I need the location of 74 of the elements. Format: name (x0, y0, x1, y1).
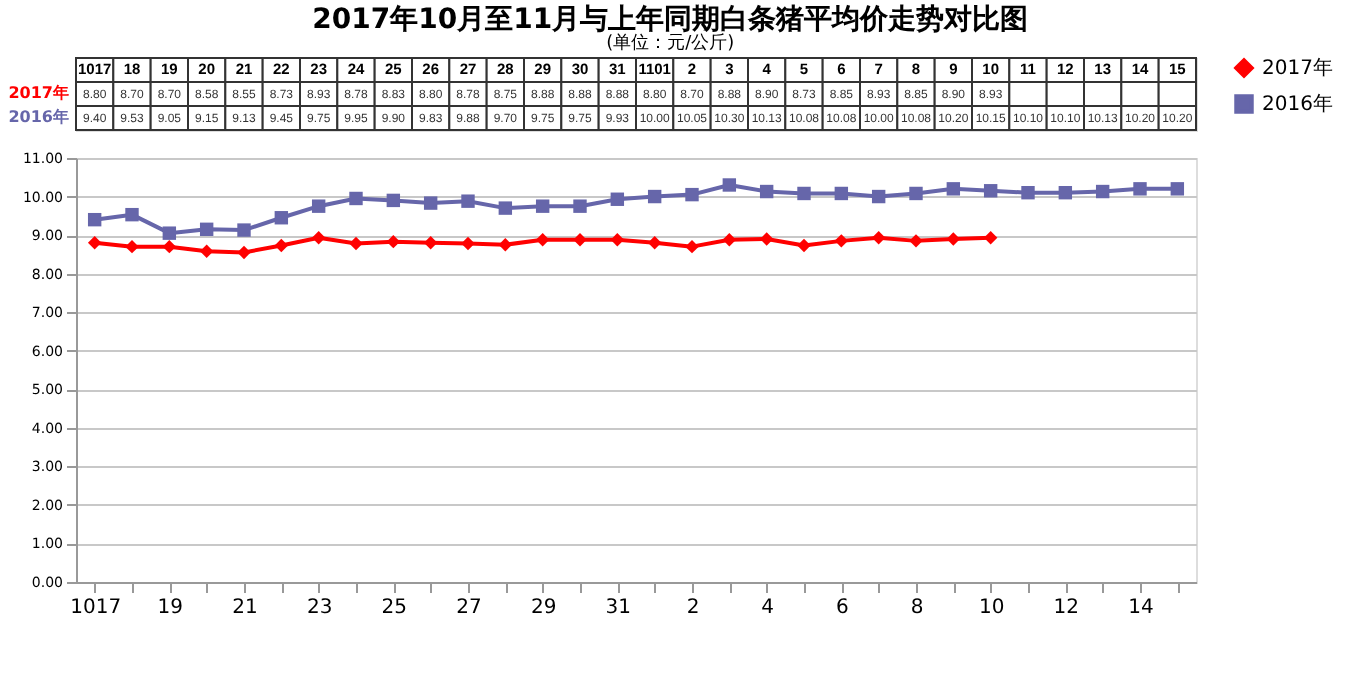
point (834, 234, 849, 248)
point (386, 193, 401, 208)
point (722, 178, 737, 192)
point (983, 184, 998, 198)
point (797, 238, 811, 253)
category-label: 31 (605, 597, 632, 619)
point (722, 233, 737, 247)
category-label: 8 (910, 597, 924, 619)
point (759, 232, 774, 246)
point (685, 187, 699, 202)
point (349, 191, 363, 206)
point (1133, 182, 1147, 196)
category-label: 25 (381, 597, 408, 619)
point (1095, 184, 1110, 199)
point (610, 192, 625, 206)
point (946, 182, 961, 196)
point (535, 233, 550, 247)
point (871, 189, 886, 204)
point (983, 231, 998, 245)
point (199, 244, 214, 258)
point (498, 238, 513, 252)
point (1170, 182, 1185, 196)
point (423, 196, 438, 210)
point (423, 236, 438, 250)
category-label: 21 (232, 597, 258, 619)
category-label: 19 (157, 597, 184, 619)
point (349, 236, 363, 251)
category-label: 27 (456, 597, 482, 619)
point (311, 231, 326, 245)
point (199, 222, 214, 237)
category-label: 23 (306, 597, 333, 619)
point (871, 231, 886, 245)
point (386, 234, 401, 249)
point (87, 212, 102, 227)
point (125, 207, 139, 222)
point (946, 232, 961, 246)
category-label: 10 (978, 597, 1005, 619)
point (573, 199, 587, 213)
point (237, 245, 251, 260)
point (535, 199, 550, 213)
point (1058, 185, 1073, 200)
point (647, 189, 662, 204)
category-label: 29 (530, 597, 557, 619)
category-label: 12 (1053, 597, 1080, 619)
point (759, 184, 774, 199)
legend-label: 2016年 (1262, 92, 1333, 116)
category-label: 14 (1128, 597, 1154, 619)
point (461, 194, 475, 208)
category-label: 6 (835, 597, 849, 619)
text: 2017年 (8, 84, 69, 102)
point (461, 236, 475, 251)
point (125, 239, 139, 254)
chart-title: 2017年10月至11月与上年同期白条猪平均价走势对比图 (312, 4, 1029, 36)
category-label: 1017 (70, 597, 122, 619)
point (685, 239, 699, 254)
point (87, 236, 102, 250)
point (797, 186, 811, 201)
point (647, 236, 662, 250)
point (274, 211, 289, 225)
point (274, 238, 289, 253)
point (610, 233, 625, 247)
point (498, 201, 513, 215)
point (573, 233, 587, 247)
legend-label: 2017年 (1262, 56, 1333, 80)
point (909, 186, 923, 201)
point (1021, 185, 1035, 200)
text: 2016年 (8, 108, 69, 126)
point (237, 223, 251, 237)
point (909, 234, 923, 248)
chart-subtitle: (单位：元/公斤) (606, 32, 735, 54)
point (834, 186, 849, 201)
point (311, 199, 326, 213)
point (162, 239, 177, 254)
point (162, 226, 177, 240)
